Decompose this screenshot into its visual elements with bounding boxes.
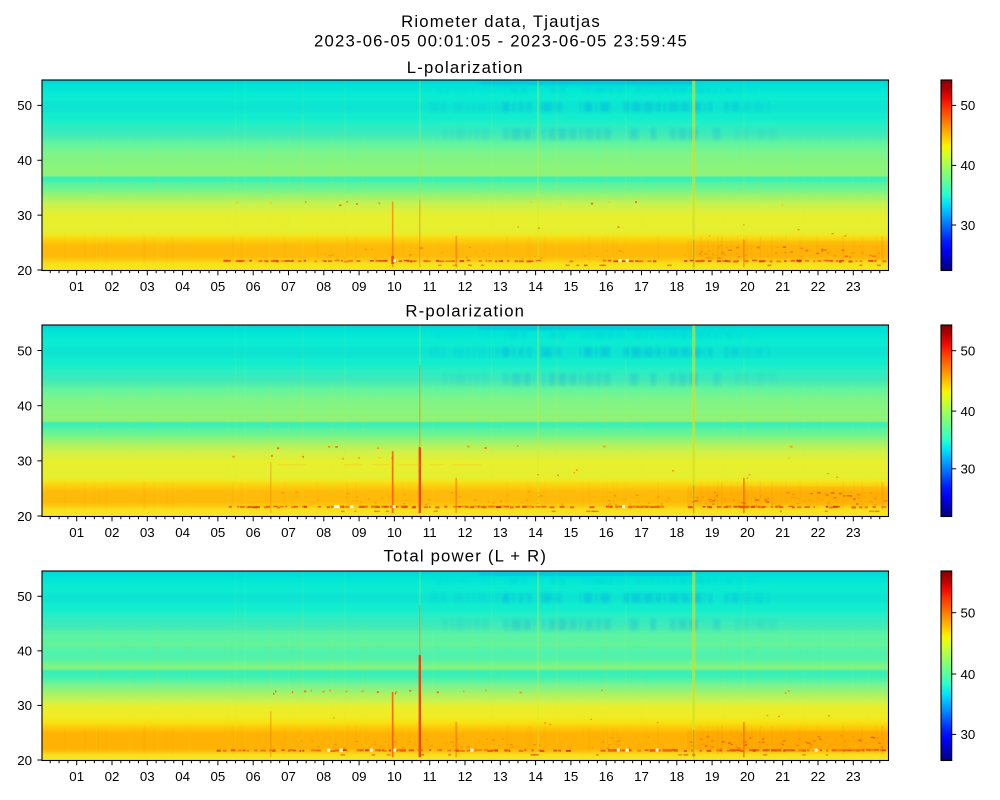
svg-text:30: 30 [17,698,32,713]
svg-text:30: 30 [17,454,32,469]
svg-text:40: 40 [961,667,976,682]
svg-text:18: 18 [669,525,684,540]
svg-text:03: 03 [140,769,155,784]
svg-text:13: 13 [493,769,508,784]
svg-text:20: 20 [740,525,755,540]
svg-text:07: 07 [281,279,296,294]
svg-text:40: 40 [961,404,976,419]
svg-text:17: 17 [634,279,649,294]
svg-text:50: 50 [961,98,976,113]
svg-text:01: 01 [69,279,84,294]
svg-text:12: 12 [458,279,473,294]
svg-text:01: 01 [69,525,84,540]
svg-text:02: 02 [105,279,120,294]
svg-text:12: 12 [458,525,473,540]
svg-text:Riometer data, Tjautjas: Riometer data, Tjautjas [401,12,601,31]
svg-text:09: 09 [352,279,367,294]
svg-text:06: 06 [246,525,261,540]
svg-text:16: 16 [599,769,614,784]
svg-text:21: 21 [775,525,790,540]
svg-text:04: 04 [175,769,190,784]
svg-text:40: 40 [17,399,32,414]
svg-text:05: 05 [211,769,226,784]
svg-text:10: 10 [387,279,402,294]
svg-text:22: 22 [811,769,826,784]
svg-text:19: 19 [705,769,720,784]
svg-text:23: 23 [846,525,861,540]
svg-text:20: 20 [17,509,32,524]
svg-text:30: 30 [961,727,976,742]
svg-text:18: 18 [669,769,684,784]
svg-text:30: 30 [961,218,976,233]
svg-text:23: 23 [846,769,861,784]
svg-text:50: 50 [17,589,32,604]
svg-text:08: 08 [316,769,331,784]
svg-text:03: 03 [140,525,155,540]
svg-text:09: 09 [352,525,367,540]
svg-text:15: 15 [564,279,579,294]
svg-text:20: 20 [17,753,32,768]
svg-text:50: 50 [961,344,976,359]
svg-text:20: 20 [17,263,32,278]
svg-text:08: 08 [316,525,331,540]
svg-text:22: 22 [811,279,826,294]
svg-text:02: 02 [105,769,120,784]
svg-text:Total power (L + R): Total power (L + R) [383,547,547,566]
svg-text:10: 10 [387,769,402,784]
svg-text:03: 03 [140,279,155,294]
svg-text:14: 14 [528,525,543,540]
svg-text:14: 14 [528,769,543,784]
svg-text:R-polarization: R-polarization [405,302,525,321]
svg-text:04: 04 [175,279,190,294]
svg-text:18: 18 [669,279,684,294]
svg-text:06: 06 [246,769,261,784]
svg-text:12: 12 [458,769,473,784]
svg-text:50: 50 [17,343,32,358]
svg-text:23: 23 [846,279,861,294]
svg-text:01: 01 [69,769,84,784]
svg-text:19: 19 [705,525,720,540]
svg-text:15: 15 [564,525,579,540]
svg-text:05: 05 [211,279,226,294]
svg-text:L-polarization: L-polarization [407,58,524,77]
svg-text:21: 21 [775,279,790,294]
svg-text:02: 02 [105,525,120,540]
svg-text:21: 21 [775,769,790,784]
svg-text:22: 22 [811,525,826,540]
svg-text:16: 16 [599,279,614,294]
svg-text:13: 13 [493,279,508,294]
svg-text:17: 17 [634,769,649,784]
svg-text:14: 14 [528,279,543,294]
svg-text:50: 50 [17,98,32,113]
svg-text:40: 40 [17,644,32,659]
svg-text:07: 07 [281,525,296,540]
svg-text:16: 16 [599,525,614,540]
svg-text:09: 09 [352,769,367,784]
svg-text:30: 30 [961,462,976,477]
svg-text:11: 11 [423,525,437,540]
svg-text:04: 04 [175,525,190,540]
svg-text:17: 17 [634,525,649,540]
svg-text:15: 15 [564,769,579,784]
svg-text:19: 19 [705,279,720,294]
svg-text:40: 40 [961,158,976,173]
svg-text:20: 20 [740,279,755,294]
svg-text:11: 11 [423,279,437,294]
svg-text:40: 40 [17,153,32,168]
svg-text:05: 05 [211,525,226,540]
svg-text:08: 08 [316,279,331,294]
svg-text:20: 20 [740,769,755,784]
svg-text:11: 11 [423,769,437,784]
svg-text:2023-06-05 00:01:05 - 2023-06-: 2023-06-05 00:01:05 - 2023-06-05 23:59:4… [314,31,688,50]
svg-text:06: 06 [246,279,261,294]
svg-text:13: 13 [493,525,508,540]
svg-text:07: 07 [281,769,296,784]
svg-text:50: 50 [961,606,976,621]
svg-text:30: 30 [17,208,32,223]
svg-text:10: 10 [387,525,402,540]
